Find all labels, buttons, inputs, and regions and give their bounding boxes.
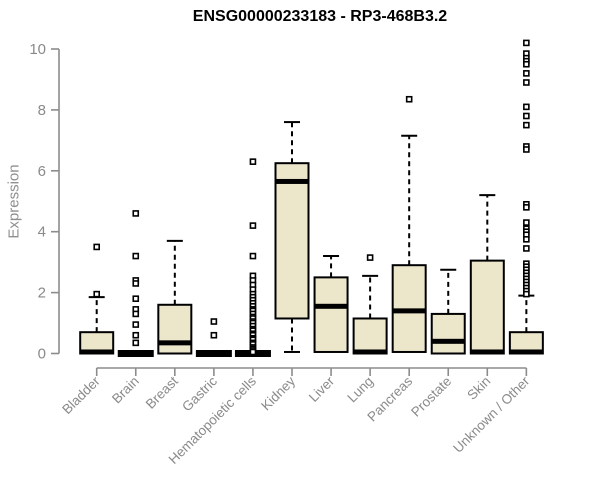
outlier-point-unknown-other — [523, 60, 530, 68]
outlier-point-brain — [132, 331, 140, 339]
category-label-breast: Breast — [143, 373, 181, 411]
outlier-point-brain — [132, 321, 140, 328]
outlier-point-unknown-other — [523, 79, 530, 86]
box-liver — [313, 276, 349, 353]
outlier-point-unknown-other — [523, 39, 530, 47]
outlier-point-brain — [132, 210, 140, 217]
median-line-prostate — [431, 338, 465, 344]
median-line-skin — [470, 349, 504, 355]
outlier-point-brain — [132, 295, 140, 302]
outlier-point-unknown-other — [523, 103, 530, 111]
box-kidney — [274, 162, 310, 320]
box-prostate — [430, 312, 466, 355]
outlier-point-unknown-other — [523, 290, 530, 298]
category-label-brain: Brain — [109, 374, 142, 407]
y-tick-label: 0 — [38, 346, 46, 363]
outlier-point-hematopoietic-cells — [249, 348, 257, 356]
y-tick-label: 6 — [38, 163, 46, 180]
outlier-point-hematopoietic-cells — [249, 252, 257, 260]
outlier-point-unknown-other — [523, 219, 530, 226]
outlier-point-brain — [132, 339, 140, 347]
category-label-lung: Lung — [344, 374, 376, 406]
box-breast — [157, 303, 193, 355]
y-tick-label: 10 — [29, 41, 46, 58]
median-line-kidney — [275, 178, 309, 184]
outlier-point-unknown-other — [523, 70, 530, 77]
median-line-breast — [158, 340, 192, 346]
category-label-liver: Liver — [306, 373, 338, 405]
outlier-point-gastric — [210, 318, 218, 325]
outlier-point-unknown-other — [523, 245, 530, 252]
y-tick-label: 4 — [38, 224, 46, 241]
outlier-point-unknown-other — [523, 204, 530, 211]
box-lung — [352, 317, 388, 355]
outlier-point-unknown-other — [523, 236, 530, 243]
outlier-point-hematopoietic-cells — [249, 222, 257, 229]
category-label-skin: Skin — [464, 374, 493, 403]
median-line-bladder — [80, 349, 114, 355]
outlier-point-pancreas — [405, 95, 413, 103]
median-line-unknown-other — [509, 349, 543, 355]
outlier-point-lung — [366, 254, 374, 261]
outlier-point-hematopoietic-cells — [249, 158, 257, 165]
outlier-point-brain — [132, 252, 140, 260]
flat-box-brain — [117, 350, 154, 357]
outlier-point-bladder — [93, 290, 100, 298]
outlier-point-unknown-other — [523, 146, 530, 153]
outlier-point-gastric — [210, 331, 218, 339]
outlier-point-unknown-other — [523, 112, 530, 120]
chart-title: ENSG00000233183 - RP3-468B3.2 — [192, 8, 448, 25]
y-axis-title: Expression — [5, 164, 23, 239]
median-line-liver — [314, 303, 348, 309]
y-tick-label: 8 — [38, 102, 46, 119]
outlier-point-brain — [132, 310, 140, 318]
outlier-point-unknown-other — [523, 121, 530, 129]
outlier-point-bladder — [93, 243, 100, 251]
median-line-lung — [353, 349, 387, 355]
y-tick-label: 2 — [38, 285, 46, 302]
category-label-prostate: Prostate — [408, 374, 454, 420]
category-label-bladder: Bladder — [59, 373, 103, 417]
category-label-kidney: Kidney — [258, 373, 298, 413]
flat-box-gastric — [195, 350, 232, 357]
median-line-pancreas — [392, 308, 426, 314]
box-skin — [469, 259, 505, 355]
outlier-point-brain — [132, 280, 140, 287]
